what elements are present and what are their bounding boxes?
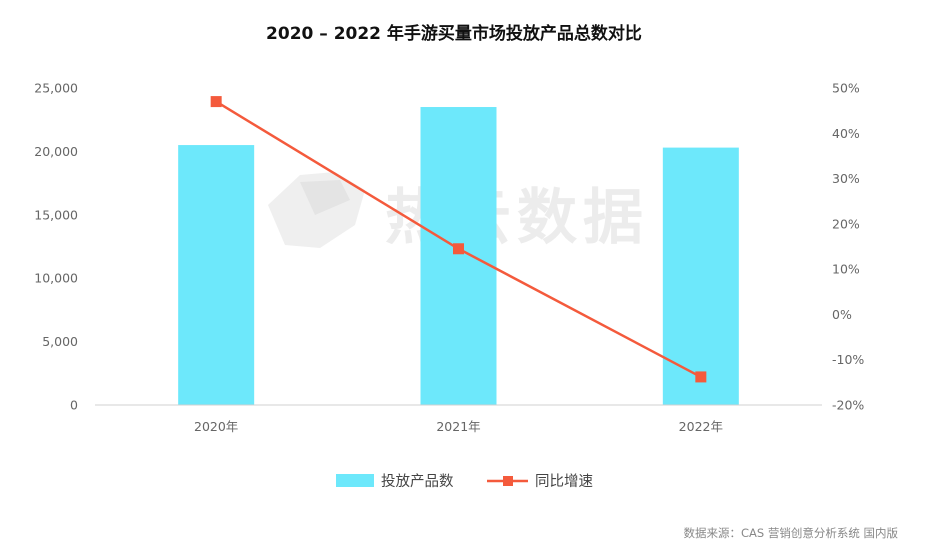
x-axis: 2020年 2021年 2022年 [194,419,723,434]
left-tick-label: 10,000 [34,271,78,286]
right-tick-label: 0% [832,307,852,322]
legend-bar-swatch [336,474,374,487]
line-point [695,371,707,383]
left-axis: 0 5,000 10,000 15,000 20,000 25,000 [34,81,78,413]
right-axis: -20% -10% 0% 10% 20% 30% 40% 50% [832,81,864,413]
left-tick-label: 15,000 [34,207,78,222]
right-tick-label: 20% [832,216,860,231]
chart-title: 2020 – 2022 年手游买量市场投放产品总数对比 [266,23,642,44]
x-tick-label: 2021年 [436,419,480,434]
right-tick-label: 40% [832,126,860,141]
bar [420,107,497,406]
bar [662,147,739,405]
legend-bar-label: 投放产品数 [381,473,454,490]
right-tick-label: -20% [832,398,864,413]
line-series [210,96,707,383]
line-point [453,243,464,255]
bar [178,145,255,405]
left-tick-label: 5,000 [42,334,78,349]
right-tick-label: -10% [832,352,864,367]
right-tick-label: 50% [832,81,860,96]
legend: 投放产品数 同比增速 [336,473,593,490]
bar-series [178,107,739,406]
left-tick-label: 0 [70,398,78,413]
source-note: 数据来源：CAS 营销创意分析系统 国内版 [683,526,898,540]
x-tick-label: 2020年 [194,419,238,434]
x-tick-label: 2022年 [679,419,723,434]
left-tick-label: 25,000 [34,81,78,96]
legend-line-label: 同比增速 [535,473,593,490]
right-tick-label: 30% [832,171,860,186]
line-point [210,96,222,108]
legend-line-marker [503,476,513,486]
watermark-logo-icon [268,172,365,248]
right-tick-label: 10% [832,262,860,277]
left-tick-label: 20,000 [34,144,78,159]
